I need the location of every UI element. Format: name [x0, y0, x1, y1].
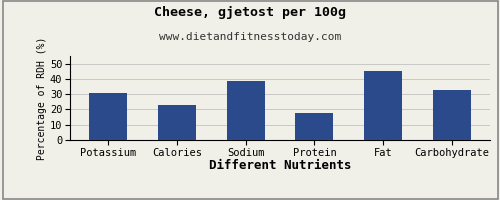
Bar [364, 71, 402, 140]
X-axis label: Different Nutrients: Different Nutrients [209, 159, 351, 172]
Bar [226, 81, 264, 140]
Y-axis label: Percentage of RDH (%): Percentage of RDH (%) [37, 36, 47, 160]
Bar [296, 113, 334, 140]
Text: Cheese, gjetost per 100g: Cheese, gjetost per 100g [154, 6, 346, 19]
Bar [433, 90, 471, 140]
Bar [89, 93, 127, 140]
Bar [158, 105, 196, 140]
Text: www.dietandfitnesstoday.com: www.dietandfitnesstoday.com [159, 32, 341, 42]
